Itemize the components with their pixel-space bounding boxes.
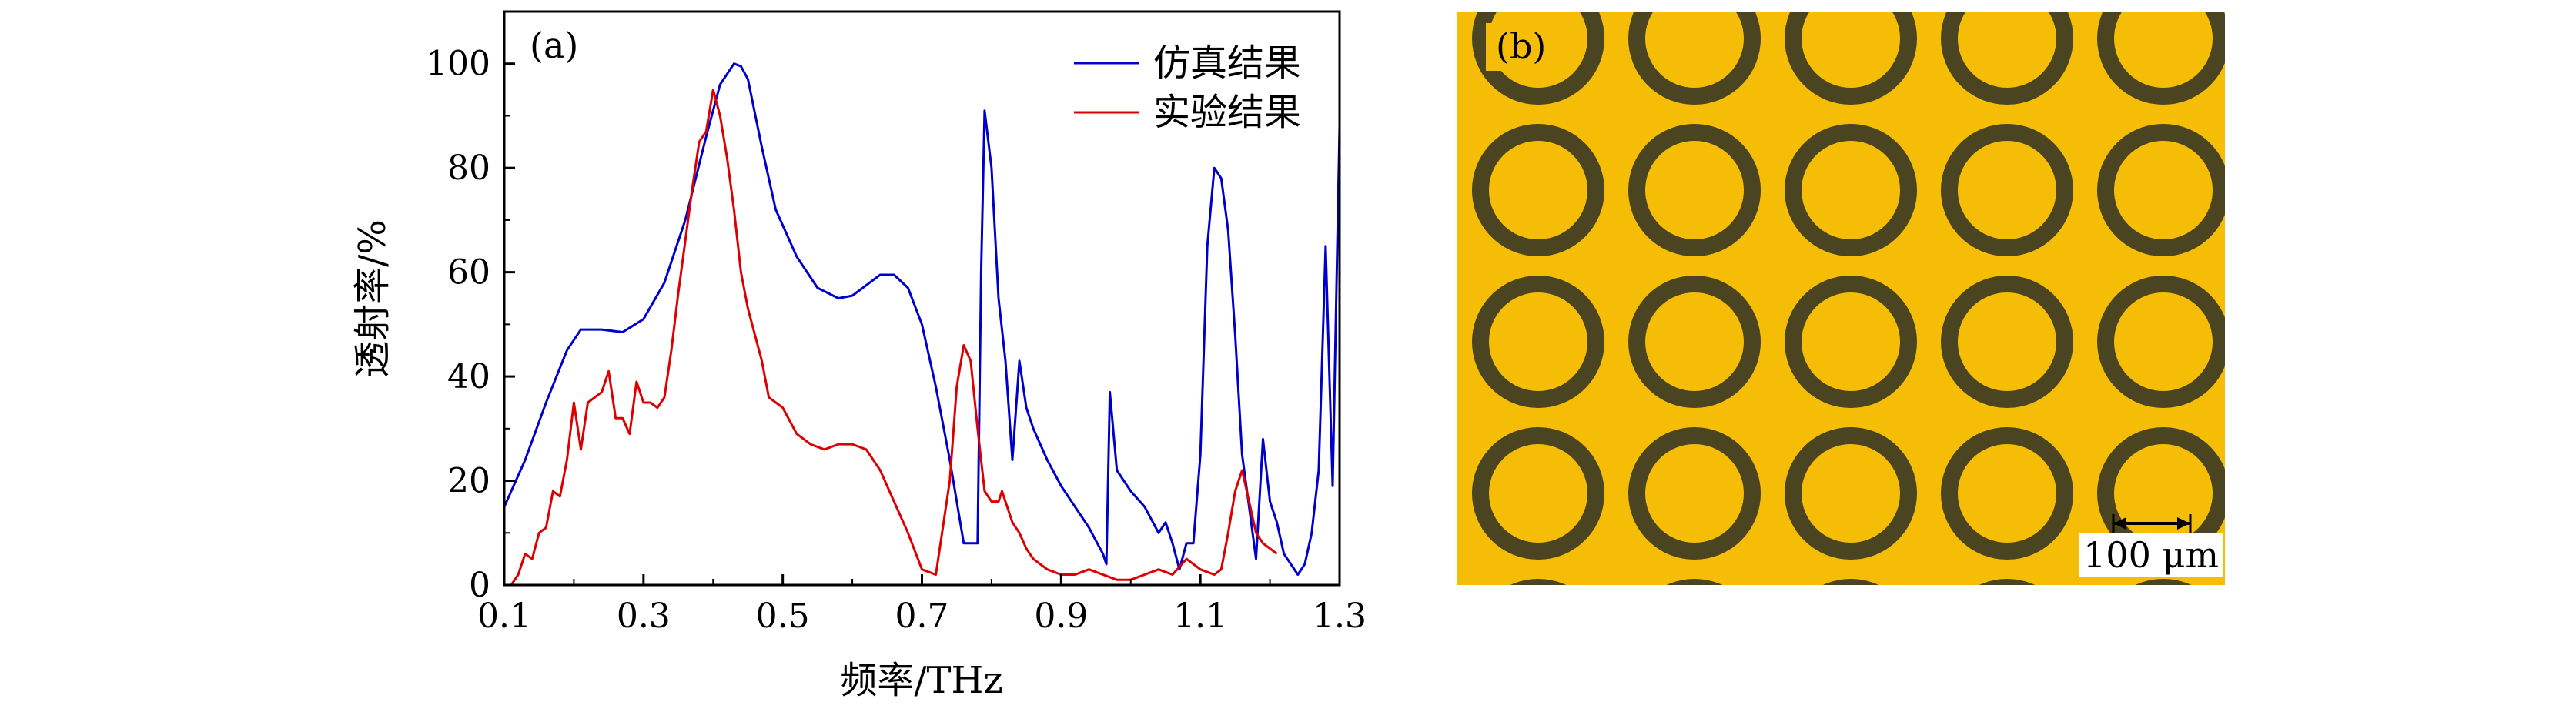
ring [1472,276,1604,408]
ring [1666,579,1723,585]
y-tick-label: 0 [469,566,490,605]
ring [1785,427,1917,560]
x-tick-label: 0.1 [477,597,531,636]
y-tick-label: 40 [447,357,490,396]
x-tick-label: 1.1 [1173,597,1227,636]
ring [1979,579,2036,585]
ring [1472,12,1604,105]
ring-array [1472,12,2225,585]
scale-bar-label-bg [2079,533,2223,577]
panel-label-b: (b) [1496,25,1546,67]
y-tick-label: 100 [426,45,490,84]
ring [2097,124,2225,256]
ring [2135,579,2192,585]
y-tick-label: 80 [447,149,490,188]
ring [2097,276,2225,408]
x-tick-label: 0.9 [1034,597,1088,636]
x-tick-label: 0.3 [617,597,671,636]
y-axis: 0 20 40 60 80 100 [426,45,515,605]
series-layer [503,62,1341,587]
ring [1628,12,1761,105]
y-axis-title: 透射率/% [351,219,394,378]
panel-label-b-bg [1486,23,1559,71]
scale-bar-label: 100 μm [2083,534,2219,576]
ring [1785,12,1917,105]
x-tick-label: 1.3 [1313,597,1367,636]
x-axis-title: 频率/THz [840,659,1002,702]
ring [1941,427,2073,560]
plot-area [504,12,1340,585]
x-tick-label: 0.7 [895,597,949,636]
x-tick-label: 0.5 [756,597,810,636]
scale-bar-arrow-left [2113,517,2126,530]
legend-label-experiment: 实验结果 [1153,91,1301,134]
ring [1941,124,2073,256]
microscope-image: (b) 100 μm [1457,12,2225,585]
legend: 仿真结果 实验结果 [1074,42,1301,134]
ring [1785,124,1917,256]
y-tick-label: 60 [447,253,490,292]
transmission-chart: 0.1 0.3 0.5 0.7 0.9 1.1 1.3 0 20 40 60 80 100 (a) 频… [351,10,1367,702]
ring [1472,124,1604,256]
y-tick-label: 20 [447,462,490,501]
ring [1510,579,1567,585]
ring [1822,579,1879,585]
ring [1472,427,1604,560]
scale-bar-arrow-right [2177,517,2190,530]
x-axis: 0.1 0.3 0.5 0.7 0.9 1.1 1.3 [477,574,1367,636]
ring [1628,276,1761,408]
ring [2097,12,2225,105]
ring [1941,276,2073,408]
ring [1628,124,1761,256]
legend-label-simulation: 仿真结果 [1153,42,1301,85]
scale-bar: 100 μm [2079,514,2223,577]
panel-label-a: (a) [530,25,578,66]
ring [1785,276,1917,408]
ring [1941,12,2073,105]
series-line-experiment [504,89,1278,587]
ring [1628,427,1761,560]
